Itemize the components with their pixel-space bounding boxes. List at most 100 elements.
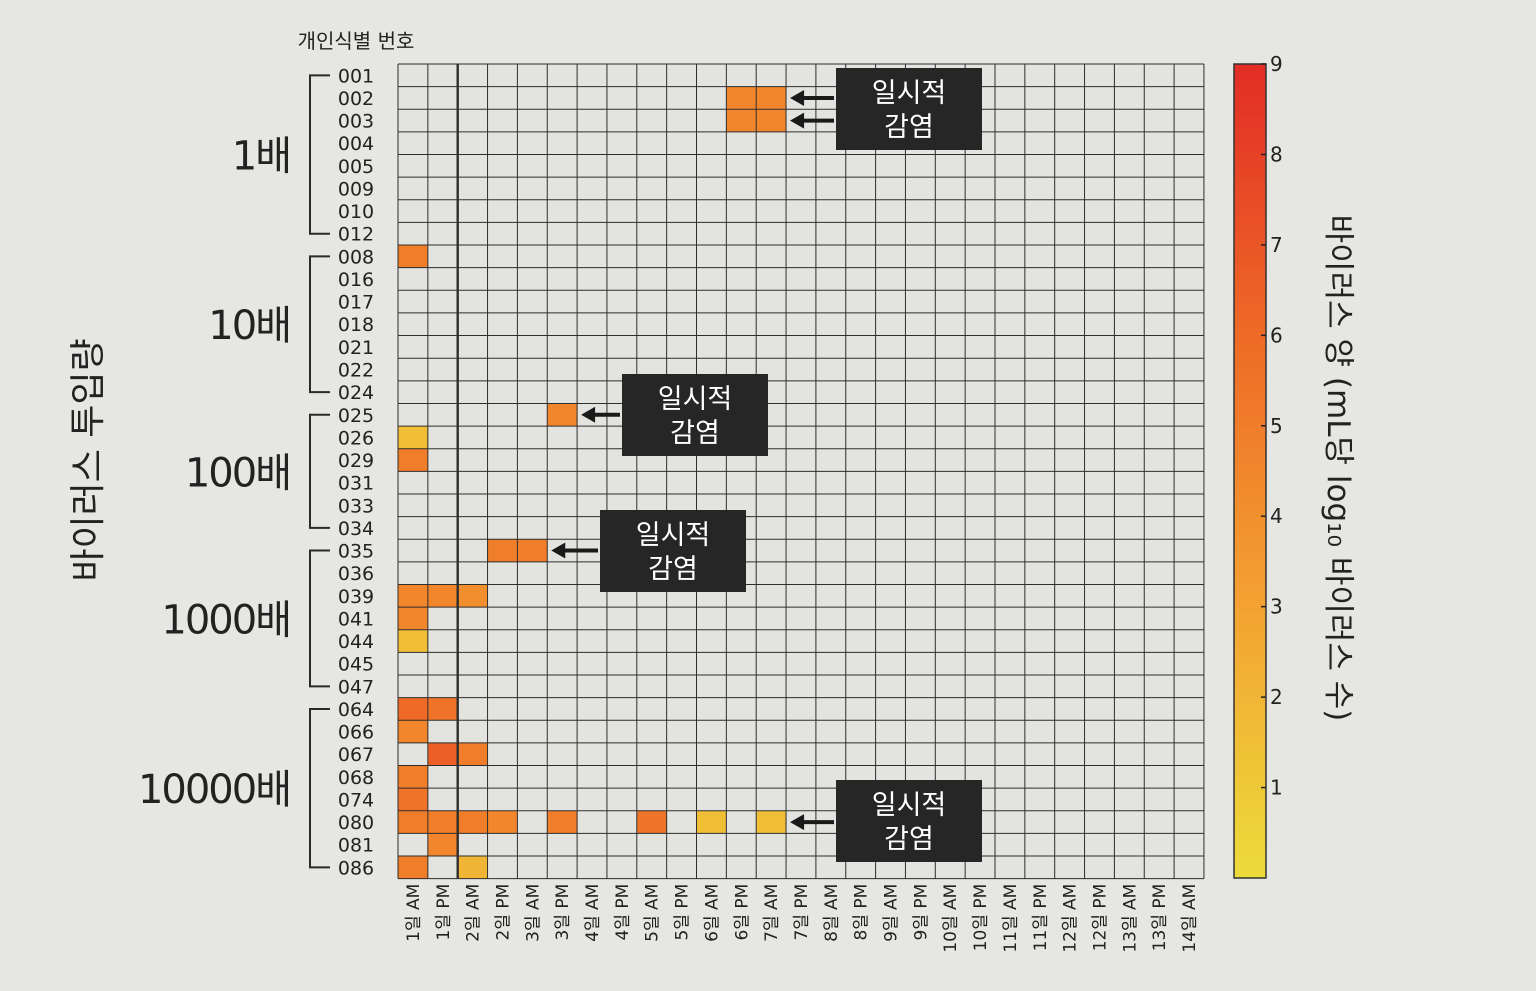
heatmap-cell xyxy=(427,697,458,721)
heatmap-cell xyxy=(398,856,428,879)
column-label: 12일 PM xyxy=(1090,884,1110,952)
annotation-box xyxy=(836,68,982,150)
annotation-arrow-head xyxy=(790,112,805,129)
column-labels: 1일 AM 1일 PM 2일 AM 2일 PM 3일 AM 3일 PM 4일 AM 4일 PM… xyxy=(404,884,1200,953)
dose-groups: 1배 10배 100배 1000배 10000배 xyxy=(138,74,330,869)
row-label: 068 xyxy=(338,767,374,789)
column-label: 3일 PM xyxy=(553,884,573,941)
row-label: 003 xyxy=(338,111,374,133)
row-label: 004 xyxy=(338,133,374,155)
column-label: 4일 PM xyxy=(613,884,633,941)
column-label: 7일 PM xyxy=(792,884,812,941)
row-label: 086 xyxy=(338,857,374,879)
annotation-box xyxy=(600,510,746,592)
column-label: 7일 AM xyxy=(762,884,782,942)
row-label: 031 xyxy=(338,473,374,495)
heatmap-cell xyxy=(398,607,428,630)
row-label: 080 xyxy=(338,812,374,834)
row-label: 005 xyxy=(338,156,374,178)
colorbar-tick-label: 7 xyxy=(1270,233,1283,257)
heatmap-grid xyxy=(397,63,1205,880)
heatmap-cell xyxy=(427,742,458,766)
row-label: 034 xyxy=(338,518,374,540)
row-label: 035 xyxy=(338,541,374,563)
row-label: 081 xyxy=(338,835,374,857)
heatmap-cell xyxy=(756,810,787,834)
group-label: 100배 xyxy=(185,450,290,496)
annotation-text: 일시적 xyxy=(872,78,947,109)
row-label: 044 xyxy=(338,631,374,653)
colorbar-tick-label: 9 xyxy=(1270,52,1283,76)
row-label: 036 xyxy=(338,563,374,585)
group-label: 1배 xyxy=(232,134,290,180)
column-label: 5일 AM xyxy=(643,884,663,942)
row-labels: 0010020030040050090100120080160170180210… xyxy=(338,65,374,879)
heatmap-cell xyxy=(636,810,667,834)
heatmap-cell xyxy=(398,448,428,472)
row-label: 039 xyxy=(338,586,374,608)
row-label: 022 xyxy=(338,360,374,382)
annotation-text: 일시적 xyxy=(636,520,711,551)
row-label: 074 xyxy=(338,789,374,811)
column-label: 11일 PM xyxy=(1031,884,1051,952)
colorbar-tick-label: 5 xyxy=(1270,414,1283,438)
annotation-arrow-head xyxy=(790,814,805,831)
column-label: 9일 AM xyxy=(882,884,902,942)
row-label: 009 xyxy=(338,178,374,200)
row-label: 010 xyxy=(338,201,374,223)
heatmap-cell xyxy=(726,86,757,110)
heatmap-cell xyxy=(398,788,428,811)
annotation-text: 일시적 xyxy=(872,790,947,821)
row-label: 045 xyxy=(338,654,374,676)
heatmap-cell xyxy=(398,426,428,449)
heatmap-cell xyxy=(427,810,458,834)
heatmap-cell xyxy=(398,810,428,834)
heatmap-cell xyxy=(398,697,428,721)
row-label: 025 xyxy=(338,405,374,427)
colorbar-tick-label: 8 xyxy=(1270,142,1283,166)
group-label: 1000배 xyxy=(161,597,290,643)
annotation-text: 감염 xyxy=(884,824,934,855)
colorbar: 1 2 3 4 5 6 7 8 9 xyxy=(1233,52,1283,879)
column-label: 10일 AM xyxy=(941,884,961,953)
row-label: 066 xyxy=(338,722,374,744)
column-label: 10일 PM xyxy=(971,884,991,952)
heatmap-cell xyxy=(398,720,428,743)
annotation-text: 감염 xyxy=(648,554,698,585)
colorbar-bar xyxy=(1233,63,1267,879)
column-label: 2일 PM xyxy=(493,884,513,941)
annotation-box xyxy=(622,374,768,456)
group-axis-label: 바이러스 투입량 xyxy=(68,338,109,581)
group-bracket xyxy=(309,549,330,688)
column-label: 6일 AM xyxy=(702,884,722,942)
group-bracket xyxy=(309,707,330,869)
colorbar-tick-label: 4 xyxy=(1270,504,1283,528)
row-label: 033 xyxy=(338,495,374,517)
group-bracket xyxy=(309,413,330,529)
row-label: 012 xyxy=(338,224,374,246)
heatmap-cell xyxy=(457,810,488,834)
heatmap-cell xyxy=(457,584,488,608)
row-label: 018 xyxy=(338,314,374,336)
column-label: 9일 PM xyxy=(911,884,931,941)
heatmap-cell xyxy=(487,810,518,834)
group-label: 10000배 xyxy=(138,767,290,813)
row-label: 026 xyxy=(338,427,374,449)
row-label: 017 xyxy=(338,292,374,314)
column-label: 13일 AM xyxy=(1120,884,1140,953)
row-label: 067 xyxy=(338,744,374,766)
column-label: 1일 AM xyxy=(404,884,424,942)
heatmap-cell xyxy=(547,403,578,427)
row-label: 008 xyxy=(338,246,374,268)
annotation-box xyxy=(836,780,982,862)
heatmap-cell xyxy=(726,109,757,132)
heatmap-cell xyxy=(547,810,578,834)
column-label: 14일 AM xyxy=(1180,884,1200,953)
row-label: 029 xyxy=(338,450,374,472)
row-label: 021 xyxy=(338,337,374,359)
heatmap-cell xyxy=(427,833,458,857)
heatmap-cell xyxy=(398,629,428,653)
column-label: 4일 AM xyxy=(583,884,603,942)
